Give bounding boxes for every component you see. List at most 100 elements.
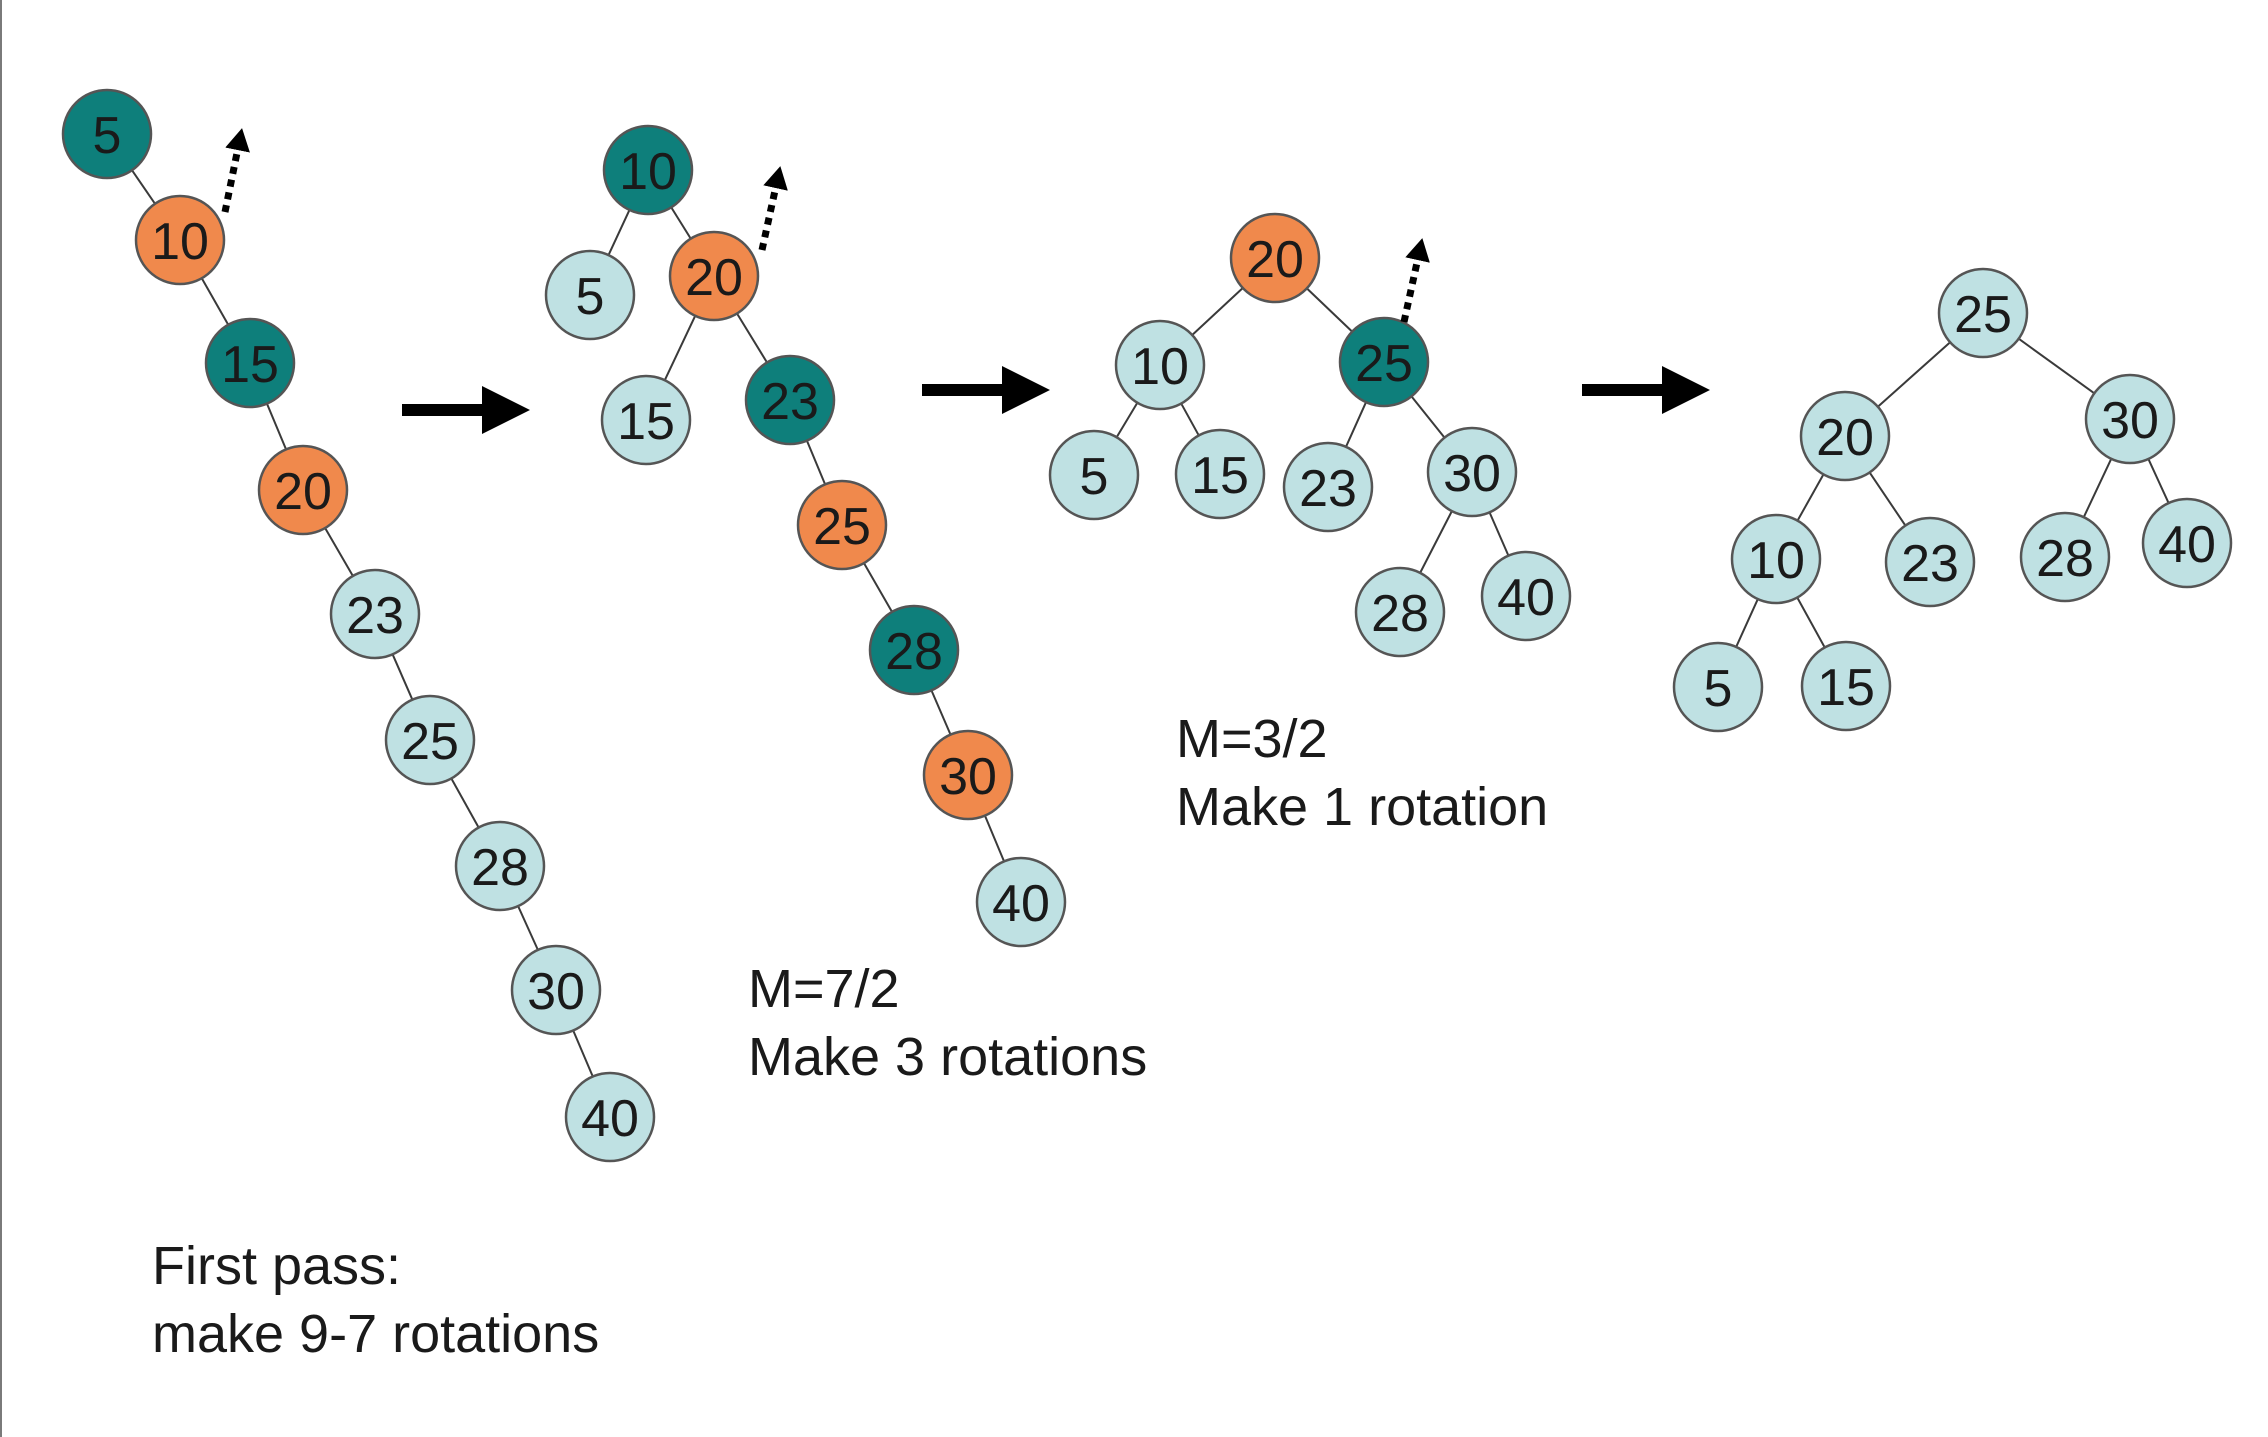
edge-stage-1-10-15 xyxy=(200,277,230,326)
node-circle xyxy=(602,124,694,216)
node-circle xyxy=(2019,511,2111,603)
caption-stage-1-line-2: make 9-7 rotations xyxy=(152,1304,600,1364)
node-circle xyxy=(1937,267,2029,359)
tree-node-stage-4-5: 5 xyxy=(1672,641,1764,733)
tree-node-stage-3-25: 25 xyxy=(1338,316,1430,408)
node-circle xyxy=(2141,497,2233,589)
edge-stage-3-10-5 xyxy=(1115,402,1139,438)
node-circle xyxy=(204,317,296,409)
node-label: 5 xyxy=(1080,448,1109,506)
edge-stage-1-30-40 xyxy=(572,1030,594,1077)
caption-stage-1: First pass: make 9-7 rotations xyxy=(152,1232,599,1368)
node-circle xyxy=(668,230,760,322)
node-label: 15 xyxy=(617,393,675,451)
node-label: 25 xyxy=(1355,335,1413,393)
node-circle xyxy=(1884,516,1976,608)
node-label: 28 xyxy=(471,839,529,897)
node-label: 30 xyxy=(1443,445,1501,503)
tree-node-stage-1-5: 5 xyxy=(61,88,153,180)
node-circle xyxy=(257,444,349,536)
caption-stage-1-line-1: First pass: xyxy=(152,1236,402,1296)
edge-stage-2-10-20 xyxy=(670,206,692,240)
tree-node-stage-4-40: 40 xyxy=(2141,497,2233,589)
tree-node-stage-2-10: 10 xyxy=(602,124,694,216)
node-label: 23 xyxy=(1901,535,1959,593)
node-label: 20 xyxy=(685,249,743,307)
edge-stage-1-23-25 xyxy=(391,653,414,701)
node-label: 28 xyxy=(1371,585,1429,643)
tree-node-stage-1-20: 20 xyxy=(257,444,349,536)
node-label: 15 xyxy=(221,336,279,394)
rotation-arrow-stage-2 xyxy=(758,166,788,251)
node-circle xyxy=(1048,429,1140,521)
node-label: 30 xyxy=(2101,392,2159,450)
edge-stage-3-20-10 xyxy=(1191,287,1244,336)
left-border xyxy=(0,0,2,1437)
node-label: 40 xyxy=(1497,569,1555,627)
edge-stage-2-28-30 xyxy=(930,689,952,736)
tree-node-stage-3-40: 40 xyxy=(1480,550,1572,642)
node-circle xyxy=(1114,319,1206,411)
tree-node-stage-2-25: 25 xyxy=(796,479,888,571)
node-label: 25 xyxy=(401,713,459,771)
node-circle xyxy=(1480,550,1572,642)
node-label: 15 xyxy=(1817,659,1875,717)
tree-node-stage-2-15: 15 xyxy=(600,374,692,466)
node-circle xyxy=(975,856,1067,948)
tree-node-stage-3-5: 5 xyxy=(1048,429,1140,521)
node-label: 28 xyxy=(885,623,943,681)
rotation-arrow-stage-1 xyxy=(221,128,250,213)
edge-stage-1-25-28 xyxy=(450,777,480,829)
edge-stage-1-5-10 xyxy=(131,169,156,205)
tree-node-stage-2-30: 30 xyxy=(922,729,1014,821)
edge-stage-3-10-15 xyxy=(1180,403,1200,436)
edge-stage-2-23-25 xyxy=(805,440,827,485)
tree-node-stage-3-28: 28 xyxy=(1354,566,1446,658)
node-circle xyxy=(61,88,153,180)
node-label: 40 xyxy=(2158,516,2216,574)
node-label: 5 xyxy=(576,268,605,326)
edge-stage-4-30-28 xyxy=(2082,458,2113,518)
edge-stage-2-30-40 xyxy=(984,815,1005,862)
node-label: 30 xyxy=(939,748,997,806)
edge-stage-1-20-23 xyxy=(324,527,354,577)
node-circle xyxy=(564,1071,656,1163)
node-label: 10 xyxy=(619,143,677,201)
node-circle xyxy=(1730,513,1822,605)
tree-node-stage-2-40: 40 xyxy=(975,856,1067,948)
edge-stage-3-30-40 xyxy=(1488,511,1510,557)
node-circle xyxy=(1338,316,1430,408)
node-label: 23 xyxy=(346,587,404,645)
node-circle xyxy=(922,729,1014,821)
node-circle xyxy=(1229,212,1321,304)
node-circle xyxy=(454,820,546,912)
edge-stage-4-10-15 xyxy=(1796,597,1826,648)
caption-stage-2-line-1: M=7/2 xyxy=(748,959,900,1019)
rotation-arrow-stage-3 xyxy=(1400,238,1430,323)
node-circle xyxy=(1800,640,1892,732)
node-circle xyxy=(329,568,421,660)
node-circle xyxy=(1799,390,1891,482)
tree-node-stage-3-30: 30 xyxy=(1426,426,1518,518)
node-circle xyxy=(868,604,960,696)
node-label: 23 xyxy=(1299,460,1357,518)
edge-stage-3-20-25 xyxy=(1306,287,1353,333)
edge-stage-2-25-28 xyxy=(863,562,893,613)
tree-node-stage-1-30: 30 xyxy=(510,944,602,1036)
tree-node-stage-3-20: 20 xyxy=(1229,212,1321,304)
node-circle xyxy=(510,944,602,1036)
node-label: 28 xyxy=(2036,530,2094,588)
node-label: 20 xyxy=(1816,409,1874,467)
tree-node-stage-1-25: 25 xyxy=(384,694,476,786)
node-label: 20 xyxy=(1246,231,1304,289)
edge-stage-2-10-5 xyxy=(607,209,631,256)
edge-stage-3-25-30 xyxy=(1410,395,1446,439)
caption-stage-3: M=3/2 Make 1 rotation xyxy=(1176,705,1548,841)
node-label: 30 xyxy=(527,963,585,1021)
tree-node-stage-4-15: 15 xyxy=(1800,640,1892,732)
edge-stage-1-28-30 xyxy=(517,905,539,951)
caption-stage-3-line-1: M=3/2 xyxy=(1176,709,1328,769)
tree-node-stage-4-28: 28 xyxy=(2019,511,2111,603)
